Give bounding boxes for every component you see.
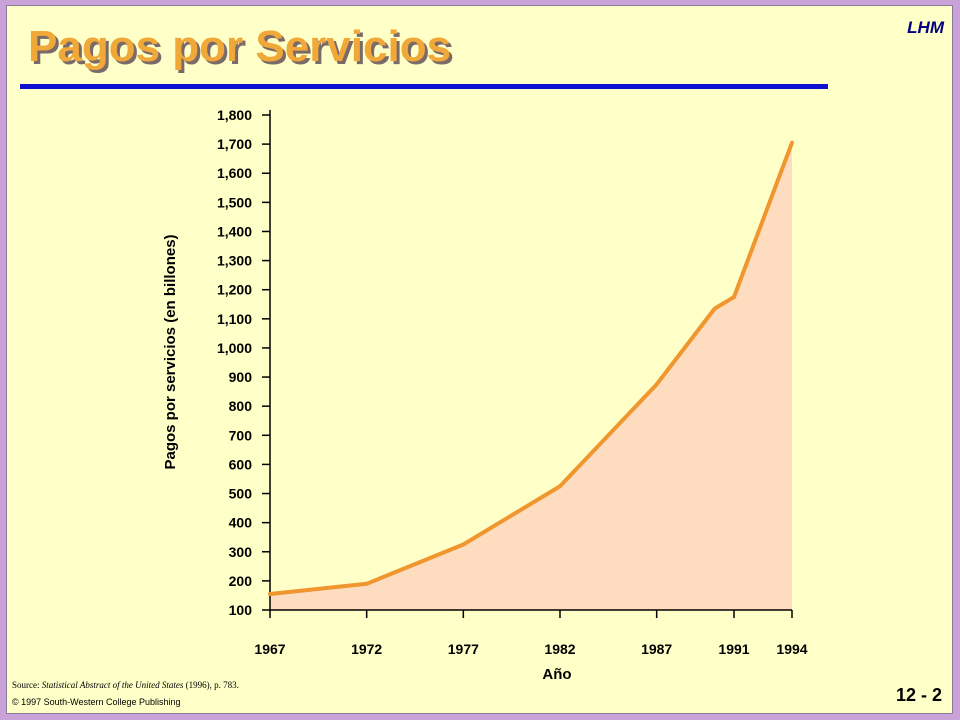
y-tick-label: 600 xyxy=(229,456,253,472)
x-tick-label: 1977 xyxy=(448,641,479,657)
x-tick-label: 1967 xyxy=(254,641,285,657)
title-underline xyxy=(20,84,828,89)
y-tick-label: 1,000 xyxy=(217,340,252,356)
y-tick-label: 1,700 xyxy=(217,136,252,152)
y-tick-label: 1,500 xyxy=(217,194,252,210)
x-tick-label: 1982 xyxy=(544,641,575,657)
y-tick-label: 1,400 xyxy=(217,223,252,239)
source-suffix: (1996), p. 783. xyxy=(183,680,239,690)
page-number: 12 - 2 xyxy=(895,685,942,705)
area-fill xyxy=(270,142,792,611)
y-tick-label: 300 xyxy=(229,544,253,560)
x-axis-title: Año xyxy=(542,666,571,683)
y-tick-label: 900 xyxy=(229,369,253,385)
x-tick-label: 1987 xyxy=(641,641,672,657)
source-note: Source: Statistical Abstract of the Unit… xyxy=(12,680,239,690)
series-line xyxy=(268,140,794,596)
x-tick-label: 1994 xyxy=(776,641,807,657)
source-title: Statistical Abstract of the United State… xyxy=(41,680,184,690)
x-tick-label: 1972 xyxy=(351,641,382,657)
y-tick-label: 1,800 xyxy=(217,107,252,123)
x-tick-label: 1991 xyxy=(718,641,749,657)
copyright-note: © 1997 South-Western College Publishing xyxy=(12,697,181,707)
source-prefix: Source: xyxy=(12,680,42,690)
y-tick-label: 200 xyxy=(229,573,253,589)
y-tick-label: 1,300 xyxy=(217,253,252,269)
slide-title: Pagos por Servicios xyxy=(28,22,452,71)
y-tick-label: 100 xyxy=(229,602,253,618)
y-axis-title: Pagos por servicios (en billones) xyxy=(162,234,179,469)
y-tick-label: 1,600 xyxy=(217,165,252,181)
author-tag: LHM xyxy=(907,18,944,37)
y-tick-label: 1,100 xyxy=(217,311,252,327)
y-tick-label: 500 xyxy=(229,486,253,502)
y-tick-label: 800 xyxy=(229,398,253,414)
y-tick-label: 700 xyxy=(229,427,253,443)
y-tick-label: 400 xyxy=(229,515,253,531)
y-tick-label: 1,200 xyxy=(217,282,252,298)
